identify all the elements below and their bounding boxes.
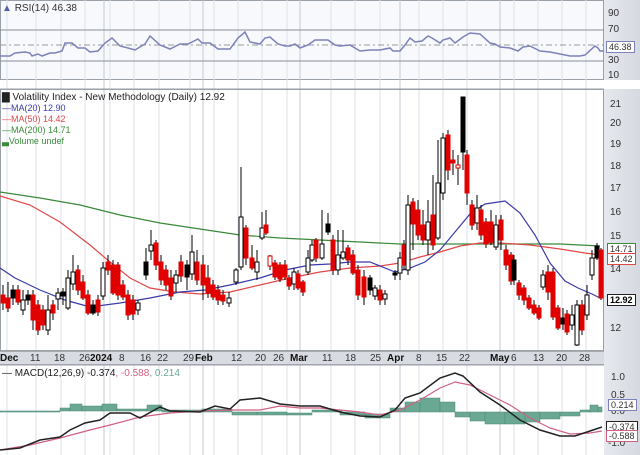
volume-legend: ▃Volume undef [2,136,225,147]
price-tick-18: 18 [610,161,622,172]
rsi-label: RSI(14) 46.38 [14,3,77,14]
rsi-tick-90: 90 [608,8,620,19]
rsi-panel [0,0,604,80]
ma200-value-tag: 14.71 [607,243,636,255]
ma50-label: MA(50) 14.42 [11,114,66,124]
x-label: 26 [79,353,91,364]
ma200-label: MA(200) 14.71 [11,125,71,135]
ma200-line [0,191,601,247]
x-label: 6 [511,353,517,364]
x-label-dec: Dec [0,353,19,364]
volume-label: Volume undef [8,136,64,146]
x-label: 20 [556,353,568,364]
rsi-y-axis [604,0,640,80]
ma20-legend: —MA(20) 12.90 [2,103,66,113]
x-label: 26 [273,353,285,364]
rsi-icon: ▲ [2,3,12,14]
price-tick-12: 12 [610,323,622,334]
macd-signal-tag: -0.588 [606,430,638,442]
price-tick-20: 20 [610,118,622,129]
ma200-legend: —MA(200) 14.71 [2,125,71,135]
x-label: 25 [370,353,382,364]
x-label: 15 [436,353,448,364]
rsi-value-tag: 46.38 [606,41,635,53]
x-label-2024: 2024 [90,353,113,364]
macd-tick-neg1: -1.0 [608,438,626,449]
last-price-tag: 12.92 [607,294,636,306]
x-label: 16 [140,353,152,364]
rsi-tick-30: 30 [608,55,620,66]
price-tick-19: 19 [610,139,622,150]
rsi-line [0,30,604,57]
macd-tick-05: 0.5 [611,390,625,401]
x-label: 13 [533,353,545,364]
signal-line [0,381,603,451]
date-axis-corner [604,351,640,365]
price-legend: ▇ Volatility Index - New Methodology (Da… [2,92,225,147]
ma20-label: MA(20) 12.90 [11,103,66,113]
x-label: 12 [231,353,243,364]
x-label-apr: Apr [387,353,405,364]
price-y-axis [604,89,640,351]
x-label-feb: Feb [195,353,213,364]
macd-tick-1: 1.0 [611,372,625,383]
x-label: 11 [322,353,333,364]
macd-hist-label: , 0.214 [149,368,180,379]
x-label: 18 [345,353,357,364]
price-tick-14: 14 [610,264,622,275]
ma50-value-tag: 14.42 [607,253,636,265]
macd-line [0,372,603,451]
volume-bars-icon: ▃ [2,136,9,146]
rsi-tick-70: 70 [608,24,620,35]
x-label-mar: Mar [290,353,308,364]
price-tick-15: 15 [610,231,622,242]
price-tick-16: 16 [610,207,622,218]
macd-legend: — MACD(12,26,9) -0.374, -0.588, 0.214 [2,368,180,379]
price-tick-21: 21 [610,99,622,110]
x-label: 8 [119,353,125,364]
x-label: 22 [157,353,169,364]
rsi-legend: ▲ RSI(14) 46.38 [2,3,77,14]
candlestick-icon: ▇ [2,92,10,103]
ma50-legend: —MA(50) 14.42 [2,114,66,124]
macd-hist-tag: 0.214 [608,399,637,411]
price-tick-17: 17 [610,183,622,194]
macd-tick-0: 0.0 [611,406,625,417]
macd-label: MACD(12,26,9) -0.374 [14,368,116,379]
x-label: 28 [579,353,591,364]
x-label: 11 [30,353,41,364]
x-label: 20 [255,353,267,364]
x-label: 22 [459,353,471,364]
date-axis: Dec 11 18 26 2024 8 16 22 29 Feb 12 20 2… [0,351,604,365]
rsi-tick-10: 10 [608,70,620,81]
x-label: 18 [54,353,66,364]
price-title: Volatility Index - New Methodology (Dail… [12,92,225,103]
price-title-row: ▇ Volatility Index - New Methodology (Da… [2,92,225,103]
macd-histogram [0,397,603,425]
x-label: 8 [416,353,422,364]
macd-signal-label: , -0.588 [115,368,150,379]
x-label: 29 [183,353,195,364]
x-label-may: May [490,353,510,364]
macd-line-icon: — [2,368,12,379]
ma20-line [0,200,601,308]
